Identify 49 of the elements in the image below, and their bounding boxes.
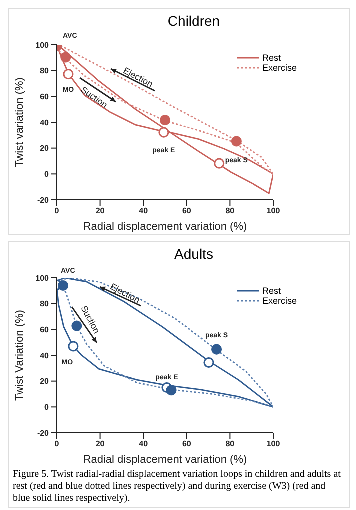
x-tick-label: 0 bbox=[54, 206, 60, 216]
x-axis-title: Radial displacement variation (%) bbox=[83, 221, 248, 233]
point bbox=[72, 320, 82, 332]
x-tick-label: 60 bbox=[182, 440, 192, 449]
y-tick-label: 60 bbox=[40, 326, 50, 335]
x-tick-label: 0 bbox=[54, 440, 60, 449]
y-tick-label: 60 bbox=[40, 92, 50, 102]
y-tick-label: 80 bbox=[40, 66, 50, 76]
legend-label: Exercise bbox=[262, 296, 297, 306]
x-tick-label: 80 bbox=[226, 440, 236, 449]
legend-label: Rest bbox=[262, 53, 281, 63]
point bbox=[60, 52, 72, 63]
point bbox=[204, 357, 214, 368]
y-tick-label: -20 bbox=[37, 428, 50, 438]
y-tick-label: 40 bbox=[40, 118, 50, 128]
y-tick-label: 80 bbox=[40, 300, 50, 309]
chart-title: Adults bbox=[174, 245, 214, 262]
x-tick-label: 40 bbox=[139, 440, 149, 449]
y-axis-title: Twist Variation (%) bbox=[14, 310, 26, 401]
x-tick-label: 100 bbox=[266, 206, 281, 216]
y-tick-label: 100 bbox=[36, 274, 50, 283]
x-axis-title: Radial displacement variation (%) bbox=[83, 454, 248, 466]
point bbox=[158, 127, 170, 138]
point bbox=[231, 136, 242, 147]
y-tick-label: -20 bbox=[37, 196, 50, 205]
y-tick-label: 40 bbox=[40, 351, 50, 360]
x-tick-label: 100 bbox=[266, 440, 281, 449]
point bbox=[166, 385, 177, 396]
y-tick-label: 100 bbox=[36, 40, 50, 50]
x-tick-label: 40 bbox=[139, 206, 149, 216]
chart-title: Children bbox=[166, 12, 222, 29]
x-tick-label: 20 bbox=[96, 440, 106, 449]
y-tick-label: 20 bbox=[40, 377, 50, 386]
point bbox=[214, 158, 225, 169]
point bbox=[68, 341, 79, 352]
point bbox=[160, 115, 171, 126]
y-axis-title: Twist variation (%) bbox=[14, 78, 26, 168]
legend-label: Rest bbox=[262, 286, 281, 296]
y-tick-label: 20 bbox=[40, 144, 50, 154]
caption: Figure 5. Twist radial-radial displacement variation loops in children and adults at rest (red and blue dotted lines respectively) and during exercise (W3) (red and blue solid lines respectively). bbox=[12, 468, 342, 506]
x-tick-label: 80 bbox=[226, 206, 236, 216]
legend-label: Exercise bbox=[262, 63, 297, 73]
point bbox=[58, 280, 69, 292]
x-tick-label: 60 bbox=[182, 206, 192, 216]
y-tick-label: 0 bbox=[44, 170, 50, 180]
y-tick-label: 0 bbox=[44, 403, 50, 412]
point bbox=[212, 344, 222, 355]
x-tick-label: 20 bbox=[96, 206, 106, 216]
point bbox=[63, 69, 74, 80]
